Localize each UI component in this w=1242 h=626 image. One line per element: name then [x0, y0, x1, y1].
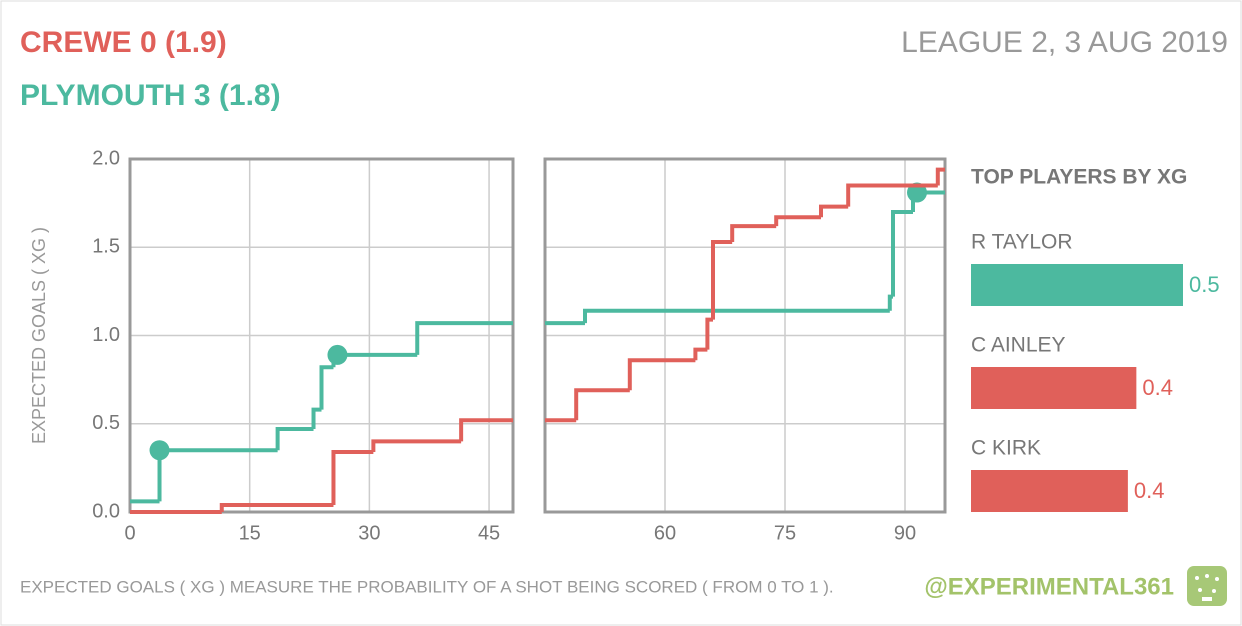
xg-step — [846, 183, 938, 207]
bar-label: R TAYLOR — [971, 231, 1073, 254]
bar-chart-title: TOP PLAYERS BY XG — [971, 166, 1187, 189]
x-tick-label: 30 — [358, 522, 380, 544]
xg-step — [627, 358, 696, 391]
x-tick-label: 15 — [239, 522, 261, 544]
logo — [1187, 566, 1227, 606]
home-title: CREWE 0 (1.9) — [20, 26, 227, 59]
y-tick-label: 0.5 — [92, 412, 120, 434]
x-tick-label: 0 — [124, 522, 135, 544]
xg-step — [819, 204, 849, 218]
value-label: 0.5 — [1189, 272, 1220, 297]
y-axis-label: EXPECTED GOALS ( XG ) — [29, 227, 49, 444]
xg-step — [574, 388, 630, 421]
xg-step — [891, 209, 913, 297]
y-tick-label: 0.0 — [92, 500, 120, 522]
xg-step — [331, 449, 374, 505]
x-tick-label: 75 — [774, 522, 796, 544]
xg-step — [693, 347, 708, 361]
x-tick-label: 60 — [654, 522, 676, 544]
xg-step — [219, 502, 334, 512]
xg-step — [459, 418, 513, 442]
goal-marker — [327, 344, 348, 365]
goal-marker — [907, 182, 927, 203]
bar — [971, 264, 1183, 306]
xg-step — [319, 365, 334, 410]
xg-step — [711, 239, 733, 320]
competition: LEAGUE 2, 3 AUG 2019 — [901, 26, 1228, 59]
credit: @EXPERIMENTAL361 — [924, 573, 1174, 600]
xg-step — [583, 308, 890, 324]
xg-step — [275, 427, 314, 451]
xg-step — [311, 407, 322, 430]
value-label: 0.4 — [1134, 478, 1165, 503]
xg-step — [730, 224, 777, 242]
footnote: EXPECTED GOALS ( XG ) MEASURE THE PROBAB… — [20, 577, 834, 596]
bar-label: C AINLEY — [971, 334, 1066, 357]
bar-label: C KIRK — [971, 437, 1041, 460]
bar — [971, 470, 1128, 512]
x-tick-label: 45 — [478, 522, 500, 544]
xg-step — [415, 321, 513, 355]
y-tick-label: 1.5 — [92, 236, 120, 258]
bar — [971, 367, 1137, 409]
y-tick-label: 2.0 — [92, 147, 120, 169]
xg-step — [774, 215, 821, 227]
y-tick-label: 1.0 — [92, 324, 120, 346]
plot-frame — [128, 157, 515, 514]
xg-step — [371, 439, 462, 452]
value-label: 0.4 — [1142, 375, 1173, 400]
xg-step — [935, 167, 945, 186]
goal-marker — [149, 440, 170, 461]
plot-frame — [543, 157, 947, 514]
x-tick-label: 90 — [894, 522, 916, 544]
away-title: PLYMOUTH 3 (1.8) — [20, 79, 281, 112]
